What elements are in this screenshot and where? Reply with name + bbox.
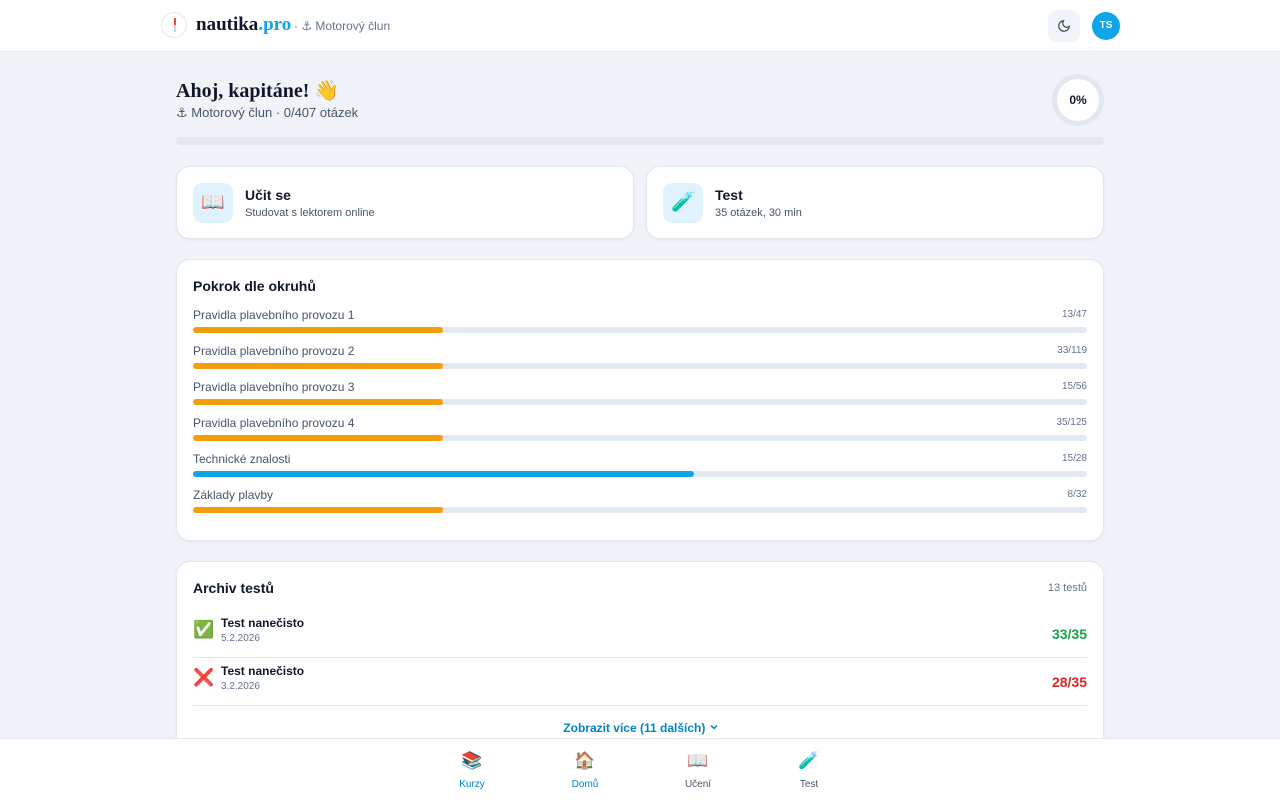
logo-icon[interactable] <box>161 12 187 38</box>
nav-item[interactable]: 🧪 Test <box>769 751 849 790</box>
nav-label: Domů <box>571 779 599 790</box>
action-title: Test <box>715 187 743 203</box>
logo-main: nautika <box>196 14 259 35</box>
topic-row[interactable]: Pravidla plavebního provozu 2 33/119 <box>193 344 1087 374</box>
test-date: 3.2.2026 <box>221 681 260 692</box>
topic-name: Pravidla plavebního provozu 1 <box>193 308 355 322</box>
nav-label: Kurzy <box>459 779 485 790</box>
topic-name: Technické znalosti <box>193 452 291 466</box>
topic-count: 8/32 <box>1067 489 1087 500</box>
topic-row[interactable]: Pravidla plavebního provozu 4 35/125 <box>193 416 1087 446</box>
nav-label: Test <box>799 779 819 790</box>
topic-row[interactable]: Pravidla plavebního provozu 1 13/47 <box>193 308 1087 338</box>
topic-count: 13/47 <box>1061 309 1087 320</box>
action-subtitle: Studovat s lektorem online <box>245 207 375 219</box>
action-title: Učit se <box>245 187 291 203</box>
progress-fill <box>193 327 444 333</box>
overall-progress-track <box>176 137 1104 145</box>
chevron <box>710 724 718 730</box>
card-title: Archiv testů <box>193 580 274 596</box>
topic-row[interactable]: Pravidla plavebního provozu 3 15/56 <box>193 380 1087 410</box>
test-name: Test nanečisto <box>221 616 305 630</box>
topic-name: Pravidla plavebního provozu 4 <box>193 416 355 430</box>
nav-item[interactable]: 🏠 Domů <box>545 751 625 790</box>
avatar[interactable]: TS <box>1092 12 1120 40</box>
course-label: · ⚓ Motorový člun <box>294 19 391 33</box>
test-row[interactable]: ✅ Test nanečisto 5.2.2026 33/35 <box>193 610 1087 658</box>
nav-icon: 📚 <box>461 751 483 770</box>
topic-name: Pravidla plavebního provozu 3 <box>193 380 355 394</box>
test-score: 28/35 <box>1051 674 1087 690</box>
test-score: 33/35 <box>1051 626 1087 642</box>
nav-icon: 🧪 <box>798 751 820 770</box>
show-more-label: Zobrazit více (11 dalších) <box>563 721 706 735</box>
test-row[interactable]: ❌ Test nanečisto 3.2.2026 28/35 <box>193 658 1087 706</box>
top-bar: nautika.pro · ⚓ Motorový člun TS <box>0 0 1280 52</box>
action-subtitle: 35 otázek, 30 min <box>715 207 802 219</box>
topic-count: 15/56 <box>1061 381 1087 392</box>
topic-count: 35/125 <box>1056 417 1087 428</box>
test-status: ❌ <box>193 668 215 687</box>
topic-count: 15/28 <box>1061 453 1087 464</box>
test-name: Test nanečisto <box>221 664 305 678</box>
topic-row[interactable]: Základy plavby 8/32 <box>193 488 1087 518</box>
test-date: 5.2.2026 <box>221 633 260 644</box>
logo-suffix: .pro <box>258 14 292 35</box>
topic-row[interactable]: Technické znalosti 15/28 <box>193 452 1087 482</box>
progress-fill <box>193 399 444 405</box>
nav-icon: 🏠 <box>574 751 596 770</box>
test-count: 13 testů <box>1047 582 1087 594</box>
theme-toggle[interactable] <box>1048 10 1080 42</box>
nav-item[interactable]: 📖 Učení <box>658 751 738 790</box>
progress-track <box>193 327 1087 333</box>
action-card[interactable]: 📖 Učit se Studovat s lektorem online <box>176 166 634 239</box>
topic-name: Základy plavby <box>193 488 274 502</box>
bottom-nav: 📚 Kurzy 🏠 Domů 📖 Učení 🧪 Test <box>0 738 1280 800</box>
progress-fill <box>193 471 694 477</box>
progress-track <box>193 507 1087 513</box>
progress-fill <box>193 363 444 369</box>
action-card[interactable]: 🧪 Test 35 otázek, 30 min <box>646 166 1104 239</box>
progress-track <box>193 471 1087 477</box>
action-icon: 📖 <box>193 183 233 223</box>
progress-card: Pokrok dle okruhů Pravidla plavebního pr… <box>176 259 1104 541</box>
progress-fill <box>193 435 444 441</box>
progress-track <box>193 399 1087 405</box>
action-icon: 🧪 <box>663 183 703 223</box>
progress-track <box>193 363 1087 369</box>
logo[interactable]: nautika.pro <box>196 14 291 36</box>
greeting-subtitle: ⚓ Motorový člun · 0/407 otázek <box>176 105 359 120</box>
show-more[interactable]: Zobrazit více (11 dalších) <box>177 721 1105 735</box>
progress-track <box>193 435 1087 441</box>
nav-item[interactable]: 📚 Kurzy <box>432 751 512 790</box>
topic-count: 33/119 <box>1057 345 1087 356</box>
nav-label: Učení <box>684 779 712 790</box>
topic-name: Pravidla plavebního provozu 2 <box>193 344 355 358</box>
nav-icon: 📖 <box>687 751 709 770</box>
test-status: ✅ <box>193 620 215 639</box>
overall-progress: 0% <box>1052 74 1104 126</box>
progress-fill <box>193 507 444 513</box>
card-title: Pokrok dle okruhů <box>193 278 316 294</box>
greeting-title: Ahoj, kapitáne! 👋 <box>176 80 340 102</box>
